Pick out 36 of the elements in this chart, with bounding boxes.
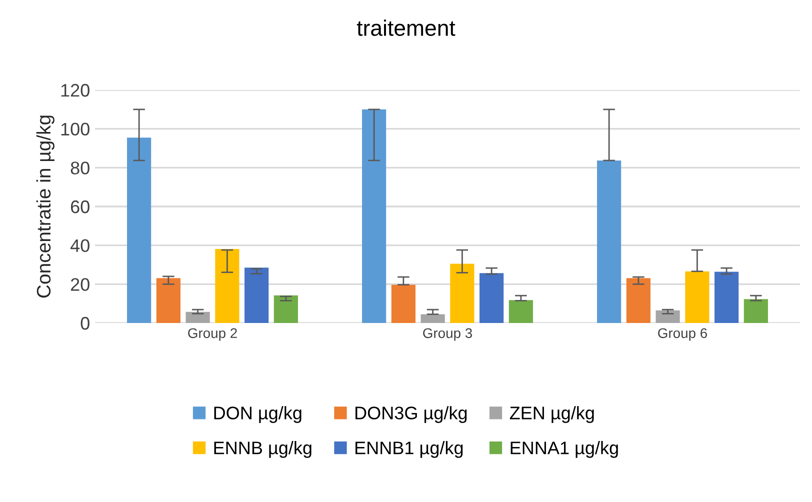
- y-tick-label: 0: [80, 316, 90, 330]
- bar: [597, 160, 622, 323]
- bar: [362, 109, 386, 323]
- y-tick-label: 100: [61, 122, 90, 136]
- x-tick-label: Group 6: [658, 328, 707, 341]
- bar: [685, 271, 710, 323]
- bar: [744, 299, 768, 323]
- legend-label: ENNA1 µg/kg: [510, 441, 618, 458]
- y-tick-label: 20: [70, 278, 90, 291]
- bar: [215, 249, 240, 323]
- bar: [714, 272, 739, 323]
- legend-label: ENNB µg/kg: [214, 441, 312, 458]
- legend-label: DON3G µg/kg: [356, 406, 467, 423]
- bar: [186, 312, 210, 323]
- bar: [626, 278, 650, 323]
- bar: [244, 268, 269, 323]
- bar: [274, 295, 298, 323]
- x-tick-label: Group 2: [188, 328, 237, 341]
- chart-title: traitement: [356, 20, 456, 36]
- bar: [391, 284, 416, 323]
- y-axis-title: Concentratie in µg/kg: [36, 116, 54, 298]
- y-tick-label: 80: [70, 162, 90, 174]
- legend-label: ENNB1 µg/kg: [356, 441, 463, 458]
- bar: [420, 314, 445, 323]
- bar: [508, 300, 533, 323]
- bar: [450, 264, 474, 323]
- y-tick-label: 60: [70, 200, 90, 214]
- y-tick-label: 120: [61, 84, 90, 97]
- x-tick-label: Group 3: [423, 328, 472, 341]
- bar: [480, 273, 504, 323]
- legend-label: DON µg/kg: [214, 406, 302, 423]
- bar: [127, 138, 152, 323]
- y-tick-label: 40: [70, 239, 90, 252]
- legend-label: ZEN µg/kg: [510, 406, 594, 423]
- bar: [656, 310, 680, 323]
- bar: [156, 278, 180, 323]
